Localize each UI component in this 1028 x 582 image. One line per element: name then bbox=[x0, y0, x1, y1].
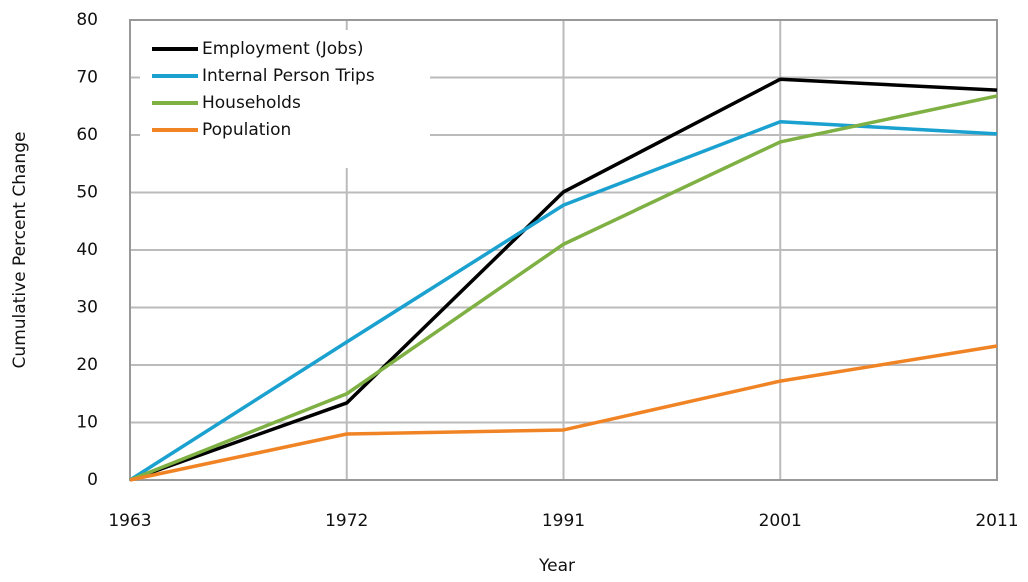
y-tick-label: 60 bbox=[76, 125, 98, 145]
series-line bbox=[129, 94, 998, 482]
y-axis-title: Cumulative Percent Change bbox=[10, 132, 30, 369]
plot-border bbox=[129, 19, 998, 481]
y-tick-label: 10 bbox=[76, 413, 98, 433]
y-tick-label: 70 bbox=[76, 68, 98, 88]
x-axis-title: Year bbox=[538, 556, 575, 576]
y-tick-label: 40 bbox=[76, 240, 98, 260]
legend-label: Employment (Jobs) bbox=[202, 39, 363, 59]
legend-label: Population bbox=[202, 120, 291, 140]
x-tick-label: 2011 bbox=[975, 511, 1018, 531]
x-tick-label: 1963 bbox=[108, 511, 151, 531]
legend-label: Households bbox=[202, 93, 301, 113]
y-tick-label: 50 bbox=[76, 183, 98, 203]
y-tick-label: 0 bbox=[87, 470, 98, 490]
legend-box bbox=[140, 30, 430, 168]
x-tick-label: 2001 bbox=[759, 511, 802, 531]
y-tick-label: 80 bbox=[76, 10, 98, 30]
x-tick-label: 1991 bbox=[542, 511, 585, 531]
legend-label: Internal Person Trips bbox=[202, 66, 375, 86]
series-line bbox=[129, 344, 998, 482]
series-line bbox=[129, 77, 998, 482]
x-tick-label: 1972 bbox=[325, 511, 368, 531]
y-tick-label: 20 bbox=[76, 355, 98, 375]
y-tick-label: 30 bbox=[76, 298, 98, 318]
